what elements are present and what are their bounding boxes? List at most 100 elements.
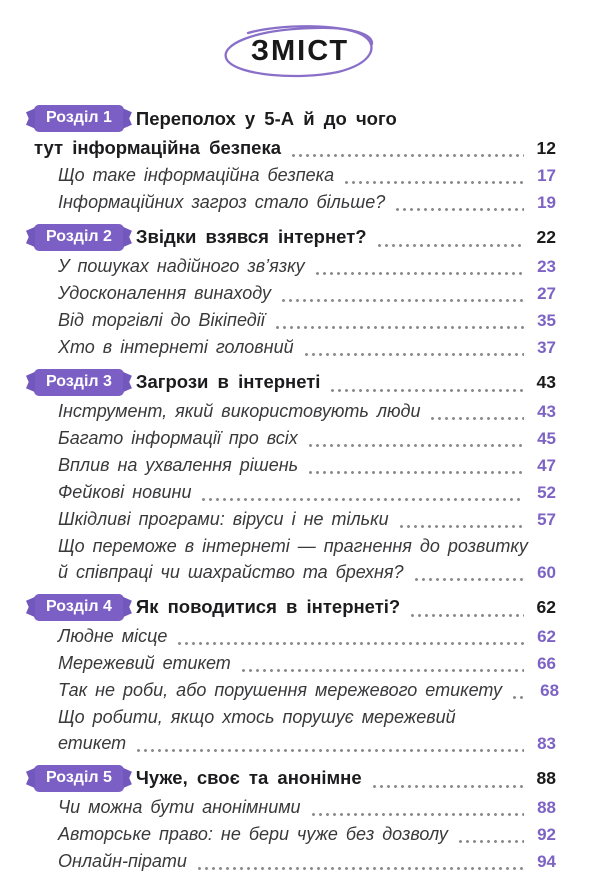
entry-title: Мережевий етикет bbox=[58, 653, 231, 673]
chapter-heading: Розділ 5 Чуже, своє та анонімне 88 bbox=[34, 763, 556, 793]
chapter-heading: Розділ 2 Звідки взявся інтернет? 22 bbox=[34, 222, 556, 252]
entry-page-number: 23 bbox=[537, 257, 556, 276]
dotted-leader bbox=[279, 293, 524, 303]
entry-title: Чи можна бути анонімними bbox=[58, 797, 301, 817]
toc-entry: Фейкові новини 52 bbox=[34, 479, 556, 506]
toc-entry: Онлайн-пірати 94 bbox=[34, 848, 556, 875]
toc-entry: Багато інформації про всіх 45 bbox=[34, 425, 556, 452]
toc-entry: Чи можна бути анонімними 88 bbox=[34, 794, 556, 821]
chapter-title-continued: тут інформаційна безпека bbox=[34, 137, 281, 158]
entry-title: Хто в інтернеті головний bbox=[58, 337, 294, 357]
toc-entry-line1: Що переможе в інтернеті — прагнення до р… bbox=[34, 533, 556, 559]
dotted-leader bbox=[429, 411, 524, 421]
chapter-title: Загрози в інтернеті bbox=[135, 371, 321, 392]
entry-page-number: 66 bbox=[537, 654, 556, 673]
toc-entry-line2: етикет 83 bbox=[34, 730, 556, 757]
toc-entry: Хто в інтернеті головний 37 bbox=[34, 334, 556, 361]
dotted-leader bbox=[306, 438, 524, 448]
entry-title: Що робити, якщо хтось порушує мережевий bbox=[58, 707, 456, 727]
chapter-page-number: 22 bbox=[536, 227, 556, 247]
table-of-contents: Розділ 1 Переполох у 5-А й до чого тут і… bbox=[0, 82, 600, 875]
entry-page-number: 88 bbox=[537, 798, 556, 817]
entry-page-number: 35 bbox=[537, 311, 556, 330]
entry-page-number: 83 bbox=[537, 734, 556, 753]
toc-entry: Шкідливі програми: віруси і не тільки 57 bbox=[34, 506, 556, 533]
entry-title: У пошуках надійного зв’язку bbox=[58, 256, 305, 276]
entry-page-number: 37 bbox=[537, 338, 556, 357]
dotted-leader bbox=[456, 834, 524, 844]
page-title: ЗМІСТ bbox=[250, 34, 350, 67]
toc-section-2: Розділ 2 Звідки взявся інтернет? 22 У по… bbox=[34, 222, 556, 361]
dotted-leader bbox=[309, 807, 524, 817]
entry-title: Онлайн-пірати bbox=[58, 851, 187, 871]
chapter-heading: Розділ 4 Як поводитися в інтернеті? 62 bbox=[34, 592, 556, 622]
toc-entry: У пошуках надійного зв’язку 23 bbox=[34, 253, 556, 280]
dotted-leader bbox=[370, 779, 524, 789]
chapter-badge: Розділ 1 bbox=[34, 105, 124, 132]
toc-entry: Інструмент, який використовують люди 43 bbox=[34, 398, 556, 425]
toc-entry-line1: Що робити, якщо хтось порушує мережевий bbox=[34, 704, 556, 730]
entry-page-number: 17 bbox=[537, 166, 556, 185]
chapter-badge: Розділ 2 bbox=[34, 223, 124, 251]
page-header: ЗМІСТ bbox=[0, 0, 600, 82]
entry-page-number: 27 bbox=[537, 284, 556, 303]
toc-section-1: Розділ 1 Переполох у 5-А й до чого тут і… bbox=[34, 104, 556, 216]
hand-drawn-oval-doodle bbox=[224, 25, 374, 78]
dotted-leader bbox=[343, 175, 524, 185]
dotted-leader bbox=[375, 238, 524, 248]
chapter-badge: Розділ 3 bbox=[34, 368, 124, 396]
entry-page-number: 92 bbox=[537, 825, 556, 844]
chapter-title: Як поводитися в інтернеті? bbox=[135, 596, 401, 617]
dotted-leader bbox=[200, 492, 524, 502]
entry-page-number: 47 bbox=[537, 456, 556, 475]
chapter-heading-line1: Розділ 1 Переполох у 5-А й до чого bbox=[34, 104, 556, 133]
entry-page-number: 68 bbox=[540, 681, 560, 700]
entry-title: Багато інформації про всіх bbox=[58, 428, 298, 448]
dotted-leader bbox=[135, 743, 524, 753]
entry-page-number: 45 bbox=[537, 429, 556, 448]
entry-page-number: 60 bbox=[537, 563, 556, 582]
dotted-leader bbox=[195, 861, 524, 871]
chapter-title: Звідки взявся інтернет? bbox=[135, 226, 367, 247]
toc-entry: Інформаційних загроз стало більше? 19 bbox=[34, 189, 556, 216]
chapter-page-number: 88 bbox=[536, 768, 556, 788]
dotted-leader bbox=[176, 636, 524, 646]
dotted-leader bbox=[397, 519, 524, 529]
toc-entry: Мережевий етикет 66 bbox=[34, 650, 556, 677]
entry-title: Інструмент, який використовують люди bbox=[58, 401, 421, 421]
toc-entry: Так не роби, або порушення мережевого ет… bbox=[34, 677, 560, 704]
toc-entry-line2: й співпраці чи шахрайство та брехня? 60 bbox=[34, 559, 556, 586]
entry-title: Інформаційних загроз стало більше? bbox=[58, 192, 386, 212]
toc-entry: Удосконалення винаходу 27 bbox=[34, 280, 556, 307]
toc-entry: Вплив на ухвалення рішень 47 bbox=[34, 452, 556, 479]
dotted-leader bbox=[329, 383, 524, 393]
entry-title: Шкідливі програми: віруси і не тільки bbox=[58, 509, 389, 529]
toc-entry: Від торгівлі до Вікіпедії 35 bbox=[34, 307, 556, 334]
toc-section-5: Розділ 5 Чуже, своє та анонімне 88 Чи мо… bbox=[34, 763, 556, 875]
entry-page-number: 94 bbox=[537, 852, 556, 871]
dotted-leader bbox=[511, 690, 528, 700]
dotted-leader bbox=[394, 202, 524, 212]
entry-title-continued: й співпраці чи шахрайство та брехня? bbox=[58, 562, 404, 582]
entry-page-number: 62 bbox=[537, 627, 556, 646]
chapter-badge: Розділ 4 bbox=[34, 593, 124, 621]
chapter-heading: Розділ 3 Загрози в інтернеті 43 bbox=[34, 367, 556, 397]
entry-title: Що переможе в інтернеті — прагнення до р… bbox=[58, 536, 528, 556]
entry-title: Авторське право: не бери чуже без дозвол… bbox=[58, 824, 448, 844]
chapter-page-number: 62 bbox=[536, 597, 556, 617]
entry-title: Що таке інформаційна безпека bbox=[58, 165, 335, 185]
dotted-leader bbox=[313, 266, 524, 276]
dotted-leader bbox=[302, 347, 524, 357]
toc-entry: Що таке інформаційна безпека 17 bbox=[34, 162, 556, 189]
title-block: ЗМІСТ bbox=[216, 20, 384, 82]
dotted-leader bbox=[412, 572, 524, 582]
entry-title: Фейкові новини bbox=[58, 482, 192, 502]
dotted-leader bbox=[409, 608, 524, 618]
chapter-title: Переполох у 5-А й до чого bbox=[135, 108, 397, 129]
entry-title: Так не роби, або порушення мережевого ет… bbox=[58, 680, 503, 700]
entry-page-number: 43 bbox=[537, 402, 556, 421]
chapter-title: Чуже, своє та анонімне bbox=[135, 767, 362, 788]
entry-title: Вплив на ухвалення рішень bbox=[58, 455, 299, 475]
entry-title: Людне місце bbox=[58, 626, 168, 646]
dotted-leader bbox=[239, 663, 524, 673]
